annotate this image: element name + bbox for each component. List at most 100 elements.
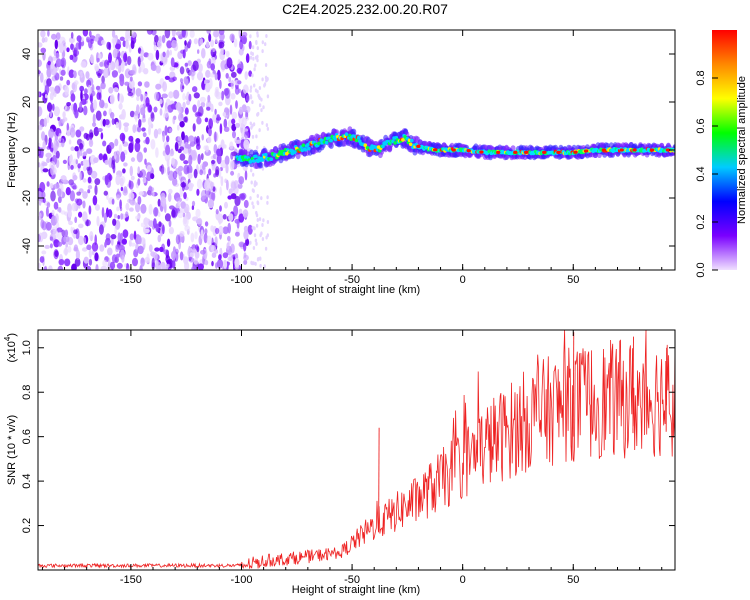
noise-point <box>153 106 158 113</box>
noise-point <box>160 196 167 207</box>
noise-point <box>215 91 222 100</box>
noise-point <box>153 44 158 52</box>
noise-point <box>184 40 187 46</box>
noise-point <box>96 215 100 227</box>
noise-point <box>204 117 209 123</box>
spectrogram-axes: -150 -100 -50 0 50 -40 -20 0 20 40 <box>21 30 675 286</box>
noise-point <box>244 116 250 121</box>
noise-point <box>91 84 95 93</box>
noise-point <box>89 231 94 241</box>
noise-point <box>200 229 204 240</box>
noise-point <box>260 196 263 201</box>
noise-point <box>108 52 112 63</box>
noise-point <box>155 49 160 61</box>
noise-point <box>124 125 129 133</box>
noise-point <box>154 34 159 43</box>
noise-point <box>130 175 135 181</box>
noise-point <box>113 87 119 93</box>
noise-point <box>224 87 231 99</box>
noise-point <box>204 221 209 227</box>
colorbar-label: Normalized spectral amplitude <box>736 76 748 224</box>
noise-point <box>147 117 152 127</box>
noise-point <box>102 140 107 147</box>
noise-point <box>118 103 123 110</box>
noise-point <box>79 150 83 157</box>
noise-point <box>137 126 142 133</box>
noise-point <box>222 214 227 220</box>
noise-point <box>127 55 132 66</box>
noise-point <box>148 244 153 253</box>
noise-point <box>38 162 41 168</box>
noise-point <box>119 199 122 209</box>
snr-xtick-label: -100 <box>230 574 252 586</box>
noise-point <box>256 58 259 63</box>
noise-point <box>115 121 119 129</box>
noise-point <box>214 108 217 115</box>
noise-point <box>61 118 65 124</box>
spectrogram-ytick-label: -20 <box>21 190 33 206</box>
noise-point <box>68 37 75 44</box>
signal-point <box>356 135 361 140</box>
noise-point <box>166 238 171 247</box>
noise-point <box>161 34 166 44</box>
noise-point <box>199 169 204 176</box>
noise-point <box>75 159 79 165</box>
noise-point <box>227 195 233 200</box>
noise-point <box>49 183 54 189</box>
signal-halo <box>510 145 516 152</box>
snr-peak <box>665 347 668 432</box>
snr-xlabel: Height of straight line (km) <box>292 584 420 596</box>
noise-point <box>64 85 69 96</box>
noise-point <box>103 110 107 117</box>
snr-scale-base: (x10 <box>6 341 18 362</box>
noise-point <box>235 122 241 128</box>
signal-point <box>408 142 413 147</box>
noise-point <box>228 188 233 195</box>
noise-point <box>217 213 224 224</box>
noise-point <box>176 124 180 131</box>
noise-point <box>82 30 89 37</box>
noise-point <box>51 209 55 216</box>
noise-point <box>129 110 135 118</box>
noise-point <box>214 236 218 247</box>
noise-point <box>77 235 84 246</box>
noise-point <box>160 164 165 175</box>
noise-point <box>206 30 211 34</box>
noise-point <box>87 84 91 94</box>
noise-point <box>253 67 256 72</box>
noise-point <box>72 70 77 79</box>
signal-point <box>410 138 414 143</box>
noise-point <box>100 81 106 90</box>
noise-point <box>48 128 54 139</box>
noise-point <box>44 93 48 99</box>
noise-point <box>53 183 60 189</box>
noise-point <box>159 246 164 253</box>
noise-point <box>216 154 222 165</box>
noise-point <box>172 89 180 99</box>
noise-point <box>67 210 73 218</box>
noise-point <box>66 47 70 53</box>
noise-point <box>88 139 94 148</box>
noise-point <box>94 184 98 196</box>
noise-point <box>78 40 82 50</box>
noise-point <box>206 106 211 111</box>
noise-point <box>152 190 155 197</box>
noise-point <box>132 124 137 133</box>
noise-point <box>41 191 46 200</box>
noise-point <box>199 96 206 103</box>
noise-point <box>90 54 95 64</box>
noise-point <box>50 190 56 202</box>
noise-point <box>85 71 90 79</box>
noise-point <box>120 151 126 162</box>
noise-point <box>129 233 134 241</box>
noise-point <box>227 222 231 234</box>
snr-scale-label: (x104) <box>3 333 18 363</box>
noise-point <box>250 180 253 185</box>
noise-point <box>143 147 147 153</box>
noise-point <box>118 65 122 74</box>
noise-point <box>200 101 206 108</box>
spectrogram-xtick-label: -150 <box>120 274 142 286</box>
noise-point <box>212 30 219 38</box>
noise-point <box>112 38 116 49</box>
noise-point <box>195 138 199 144</box>
